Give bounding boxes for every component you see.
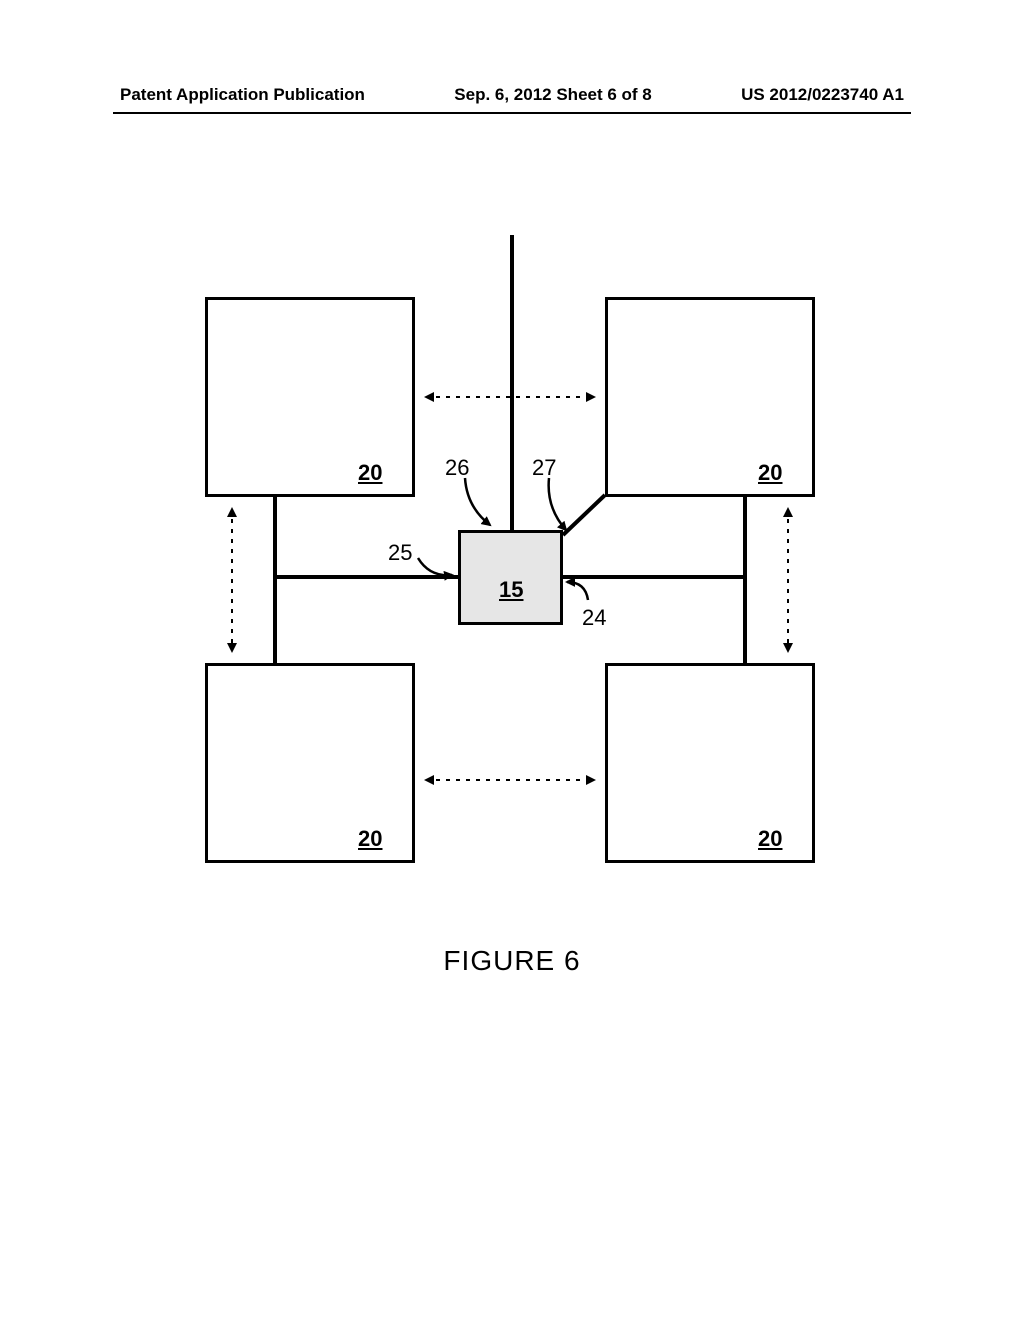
header-right: US 2012/0223740 A1 <box>741 85 904 105</box>
outer-box-tl: 20 <box>205 297 415 497</box>
center-box-label: 15 <box>499 577 523 603</box>
center-box: 15 <box>458 530 563 625</box>
ref-numeral: 25 <box>388 540 412 566</box>
outer-box-label: 20 <box>758 826 782 852</box>
figure-caption: FIGURE 6 <box>443 945 580 977</box>
header-rule <box>113 112 911 114</box>
ref-numeral: 26 <box>445 455 469 481</box>
outer-box-label: 20 <box>358 826 382 852</box>
outer-box-bl: 20 <box>205 663 415 863</box>
ref-numeral: 27 <box>532 455 556 481</box>
outer-box-br: 20 <box>605 663 815 863</box>
outer-box-label: 20 <box>358 460 382 486</box>
page-header: Patent Application Publication Sep. 6, 2… <box>0 85 1024 105</box>
figure-area: 20 20 20 20 15 26 27 25 24 <box>0 235 1024 935</box>
header-left: Patent Application Publication <box>120 85 365 105</box>
header-mid: Sep. 6, 2012 Sheet 6 of 8 <box>454 85 651 105</box>
ref-numeral: 24 <box>582 605 606 631</box>
outer-box-label: 20 <box>758 460 782 486</box>
outer-box-tr: 20 <box>605 297 815 497</box>
